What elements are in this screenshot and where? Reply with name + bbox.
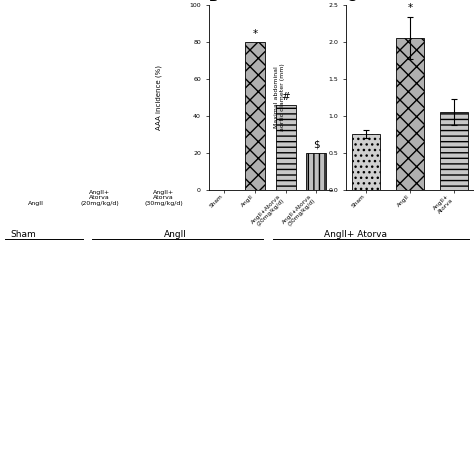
Text: *: * <box>408 3 412 13</box>
Text: *: * <box>252 29 257 39</box>
Bar <box>306 153 326 190</box>
Bar <box>275 105 295 190</box>
Text: AngII: AngII <box>164 230 187 239</box>
Y-axis label: Maximal abdominal
aortic diameter (mm): Maximal abdominal aortic diameter (mm) <box>274 64 284 131</box>
Bar <box>396 38 424 190</box>
Bar <box>352 134 380 190</box>
Text: #: # <box>281 92 290 102</box>
Text: AngII: AngII <box>27 201 44 206</box>
Text: AngII+ Atorva: AngII+ Atorva <box>324 230 387 239</box>
Text: $: $ <box>313 140 319 150</box>
Y-axis label: AAA incidence (%): AAA incidence (%) <box>155 64 162 130</box>
Bar <box>440 112 468 190</box>
Bar <box>245 42 265 190</box>
Text: Sham: Sham <box>11 230 36 239</box>
Text: C: C <box>346 0 355 4</box>
Text: B: B <box>209 0 218 4</box>
Text: AngII+
Atorva
(30mg/kg/d): AngII+ Atorva (30mg/kg/d) <box>144 190 183 206</box>
Text: AngII+
Atorva
(20mg/kg/d): AngII+ Atorva (20mg/kg/d) <box>80 190 119 206</box>
